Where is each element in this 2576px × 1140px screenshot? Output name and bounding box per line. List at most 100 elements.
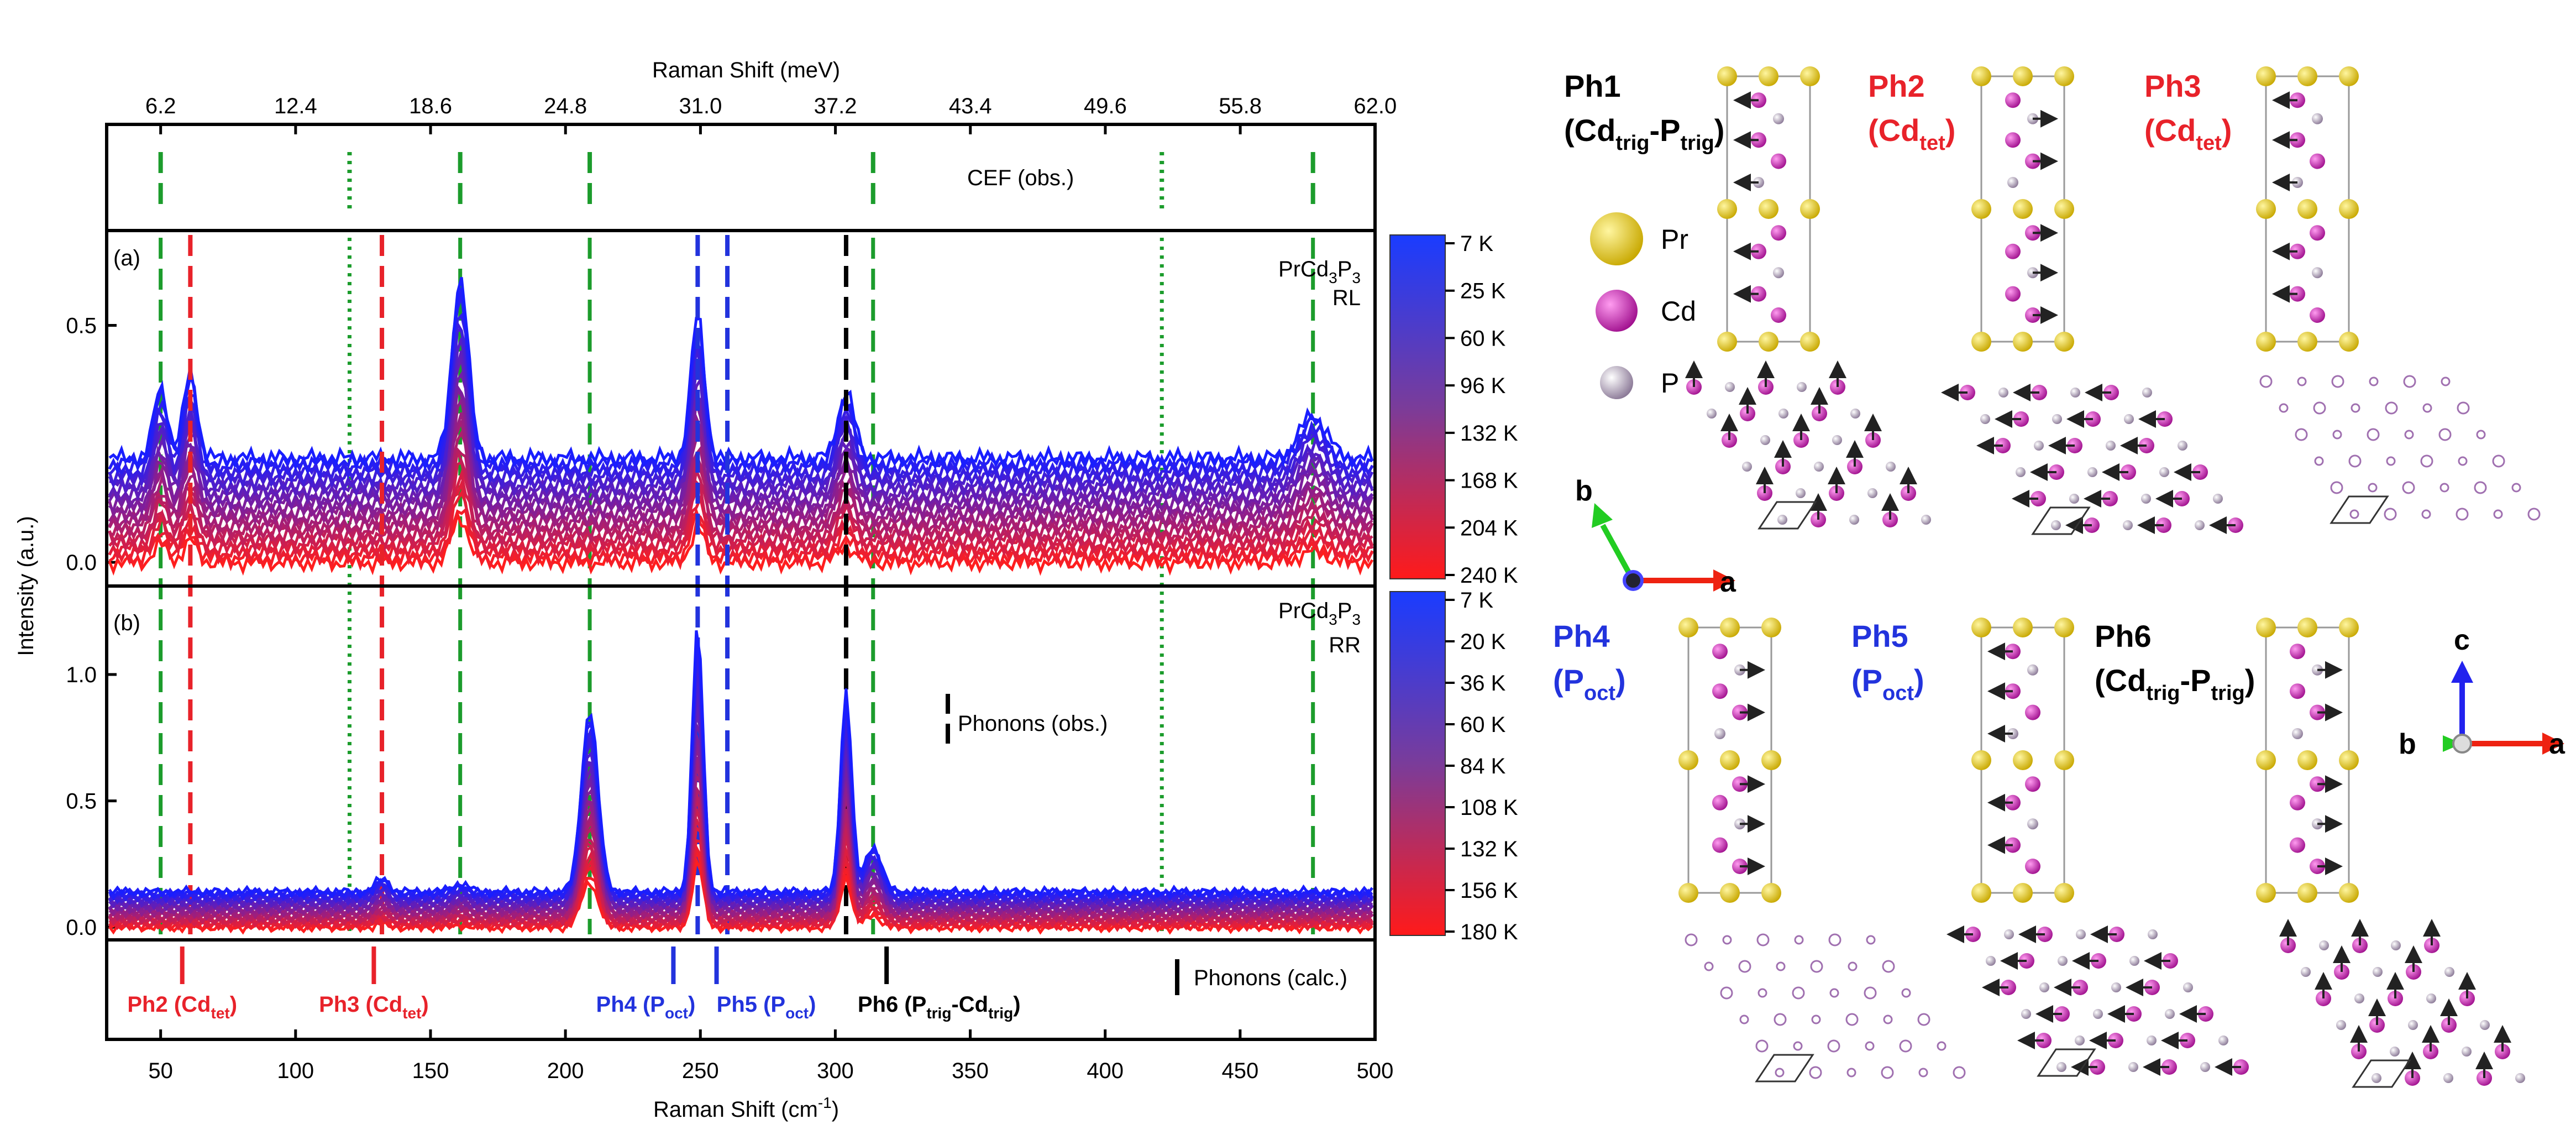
p-atom <box>2515 1073 2525 1083</box>
panel-a: (a) PrCd3P3 RL 0.0 0.5 <box>66 229 1377 934</box>
pr-atom <box>1971 332 1991 352</box>
p-atom <box>1742 462 1752 472</box>
p-atom <box>1814 462 1824 472</box>
bottom-tick-label: 200 <box>547 1059 584 1083</box>
mode-title-ph2: Ph2 <box>1868 69 1925 103</box>
p-atom <box>2129 956 2139 966</box>
p-atom <box>1901 988 1911 998</box>
p-atom <box>1714 728 1725 739</box>
panel-b-curve <box>108 735 1373 914</box>
cd-atom <box>2384 508 2397 521</box>
p-atom <box>2476 430 2486 440</box>
cd-atom <box>2402 481 2415 494</box>
panel-a-curve <box>108 383 1374 517</box>
cd-atom <box>2005 243 2021 259</box>
cd-atom <box>2330 481 2343 494</box>
bottom-tick-label: 450 <box>1221 1059 1258 1083</box>
p-atom <box>1829 988 1839 998</box>
unit-cell-outline <box>1757 501 1817 530</box>
p-atom <box>2178 441 2187 451</box>
p-atom <box>1937 1041 1947 1051</box>
cd-atom <box>1738 960 1751 973</box>
cd-atom <box>2290 794 2305 810</box>
panel-b-colorbar-label: 180 K <box>1460 920 1518 944</box>
pr-atom <box>2339 618 2359 637</box>
p-atom <box>1775 1068 1785 1078</box>
cd-atom <box>2456 508 2469 521</box>
top-view-structure <box>1685 933 1966 1083</box>
side-view-structure <box>1971 618 2074 903</box>
p-atom <box>1986 956 1996 966</box>
p-atom <box>2422 403 2432 413</box>
p-atom <box>1921 515 1931 525</box>
pr-atom <box>1759 332 1778 352</box>
panel-b-curve <box>108 724 1373 913</box>
mode-titles: Ph1 (Cdtrig-Ptrig) Ph2 (Cdtet) Ph3 (Cdtet) Ph4… <box>1553 69 2255 705</box>
p-atom <box>2480 1020 2490 1030</box>
cd-atom <box>2025 776 2040 792</box>
atom-legend: Pr Cd P <box>1590 212 1696 399</box>
axis-a-label: a <box>1720 566 1736 598</box>
phonon-calc-text: Ph5 (Poct) <box>717 992 816 1022</box>
pr-atom <box>1720 618 1740 637</box>
cd-atom <box>2385 401 2398 415</box>
pr-atom <box>1971 618 1991 637</box>
cd-atom <box>2005 92 2021 108</box>
axis-b-label: b <box>1575 475 1593 507</box>
colorbar-b: 7 K 20 K 36 K 60 K 84 K 108 K 132 K 156 K 180 K <box>1389 588 1518 944</box>
p-atom <box>2441 376 2451 386</box>
panel-a-colorbar-label: 7 K <box>1460 232 1493 256</box>
panel-a-colorbar-label: 240 K <box>1460 563 1518 588</box>
unit-cell-outline <box>2031 506 2091 535</box>
p-atom <box>1739 1015 1749 1024</box>
p-atom <box>2056 1062 2066 1072</box>
pr-atom <box>2013 199 2033 219</box>
cd-atom <box>2290 683 2305 699</box>
panel-b-colorbar-label: 84 K <box>1460 754 1506 778</box>
cd-atom <box>2025 704 2040 720</box>
p-atom <box>1980 414 1990 424</box>
panel-b-ytick-label: 0.0 <box>66 916 97 940</box>
cd-atom <box>1755 1039 1769 1053</box>
pr-atom <box>2256 750 2276 770</box>
panel-b-ytick-label: 0.5 <box>66 789 97 814</box>
p-atom <box>1886 462 1896 472</box>
pr-atom <box>2013 618 2033 637</box>
top-tick-label: 49.6 <box>1084 94 1127 118</box>
p-atom <box>2142 388 2152 398</box>
cd-atom <box>2367 428 2380 441</box>
cd-atom <box>2310 153 2325 169</box>
panel-a-curve <box>109 338 1374 499</box>
mode-subtitle-ph1: (Cdtrig-Ptrig) <box>1564 113 1724 155</box>
panel-b-frame <box>105 584 1377 942</box>
panel-a-tag: (a) <box>113 246 140 270</box>
pr-atom <box>1720 750 1740 770</box>
p-atom <box>1832 435 1842 445</box>
mode-subtitle-ph4: (Poct) <box>1553 663 1626 705</box>
p-atom <box>2426 993 2436 1003</box>
chart: Raman Shift (meV) 6.2 12.4 18.6 24.8 31.0 37.… <box>14 58 1518 1122</box>
pr-atom <box>2054 750 2074 770</box>
p-atom <box>2369 376 2379 386</box>
phonon-calc-label: Phonons (calc.) <box>1194 966 1347 990</box>
cd-atom <box>1712 644 1728 660</box>
structures: Ph1 (Cdtrig-Ptrig) Ph2 (Cdtet) Ph3 (Cdtet) Ph4… <box>1553 66 2565 1088</box>
p-atom <box>2312 113 2323 124</box>
p-atom <box>2372 1073 2381 1083</box>
p-atom <box>2443 1073 2453 1083</box>
p-atom <box>1773 113 1784 124</box>
cef-label: CEF (obs.) <box>967 166 1074 190</box>
pr-atom <box>1678 883 1698 903</box>
p-atom <box>2093 1009 2103 1019</box>
p-atom <box>1776 961 1786 971</box>
pr-atom <box>1800 332 1820 352</box>
colorbar-a-bar <box>1389 234 1446 579</box>
cd-atom <box>1712 837 1728 853</box>
pr-atom <box>2297 618 2317 637</box>
pr-atom <box>2256 618 2276 637</box>
p-atom <box>1797 382 1807 392</box>
cd-atom <box>2492 454 2505 468</box>
cd-atom <box>2474 481 2487 494</box>
cd-atom <box>1771 153 1786 169</box>
cd-atom <box>2527 508 2541 521</box>
